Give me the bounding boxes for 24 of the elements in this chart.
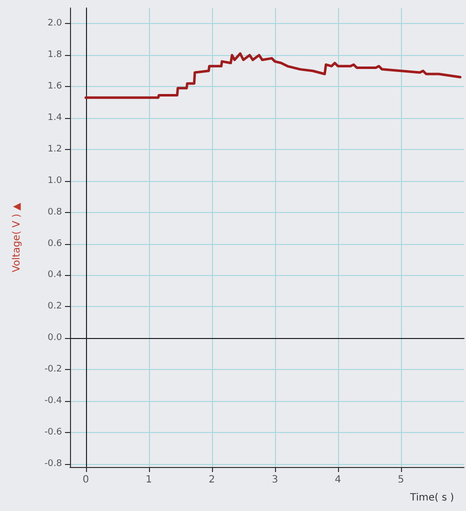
- y-tick-label: 1.0: [48, 176, 62, 186]
- x-tick-label: 2: [208, 474, 216, 486]
- y-axis-title: Voltage( V ) ▲: [12, 202, 22, 272]
- x-tick-label: 1: [146, 474, 152, 486]
- y-tick-label: -0.8: [44, 458, 62, 469]
- line-series: [84, 52, 462, 99]
- y-tick-label: 1.2: [48, 144, 62, 154]
- y-tick-label: 0.0: [48, 333, 62, 344]
- y-tick-label: 0.4: [48, 270, 62, 280]
- y-tick-label: -0.4: [44, 396, 62, 406]
- y-tick-label: 0.8: [48, 207, 62, 218]
- y-tick-label: 2.0: [48, 18, 62, 29]
- y-tick-label: -0.2: [44, 364, 62, 375]
- x-tick-label: 5: [398, 474, 404, 486]
- x-tick-label: 3: [272, 474, 278, 486]
- y-tick-label: 0.6: [48, 238, 62, 249]
- y-tick-label: -0.6: [44, 427, 62, 438]
- x-tick-label: 0: [82, 474, 89, 486]
- y-tick-label: 1.6: [48, 82, 62, 92]
- y-tick-label: 1.8: [48, 50, 62, 60]
- x-tick-label: 4: [334, 474, 342, 486]
- x-axis-title: Time( s ): [409, 492, 454, 504]
- y-tick-label: 0.2: [48, 302, 62, 312]
- y-tick-label: 1.4: [48, 113, 62, 124]
